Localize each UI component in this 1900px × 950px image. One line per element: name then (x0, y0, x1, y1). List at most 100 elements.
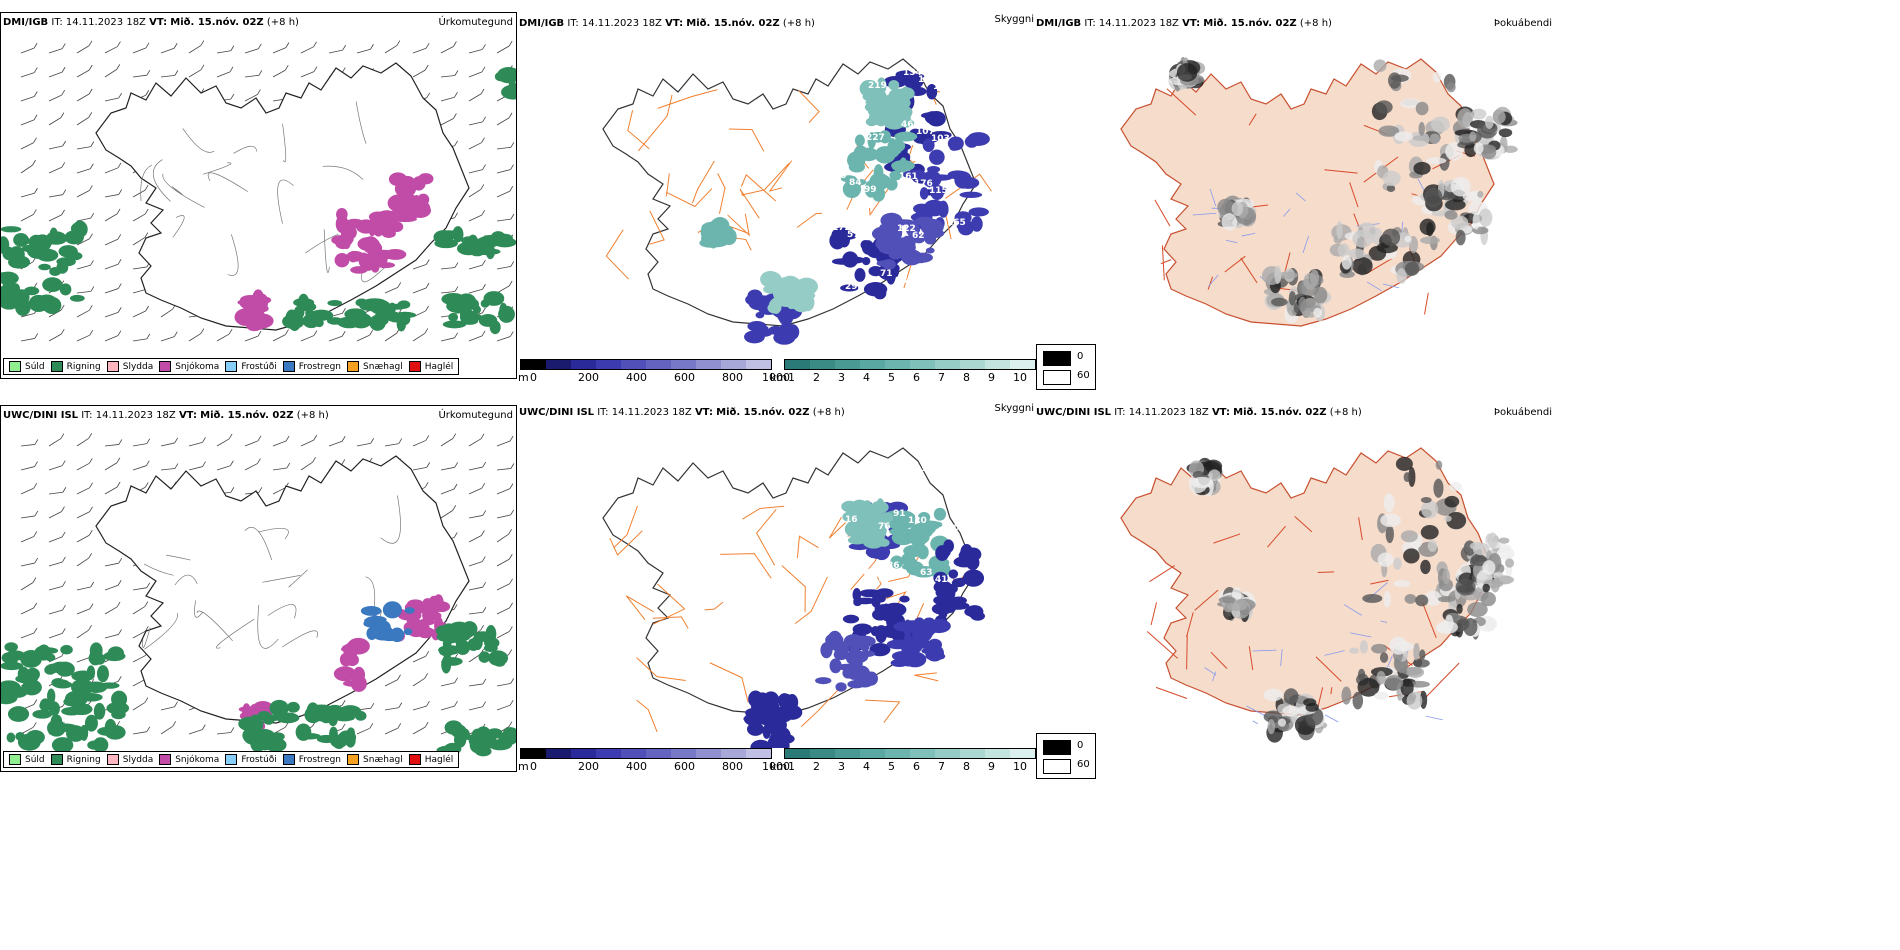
valid-time: Mið. 15.nóv. 02Z (170, 17, 264, 28)
valid-time: Mið. 15.nóv. 02Z (1203, 18, 1297, 29)
legend-label: Snæhagl (363, 754, 403, 765)
legend-label: Snæhagl (363, 361, 403, 372)
legend-swatch (347, 361, 360, 372)
legend-swatch (225, 754, 238, 765)
visibility-tick: 1 (788, 371, 795, 384)
visibility-value: 57 (847, 230, 860, 240)
init-time: 14.11.2023 18Z (611, 407, 692, 418)
visibility-value: 107 (916, 127, 935, 137)
vt-label: VT: (149, 17, 168, 28)
vt-label: VT: (178, 410, 197, 421)
legend-swatch (50, 754, 63, 765)
visibility-tick: 1 (788, 760, 795, 773)
precip-legend: Súld Rigning Slydda Snjókoma Frostúði Frostre… (3, 751, 460, 768)
legend-item: Snæhagl (347, 754, 403, 765)
fog-swatch-high (1043, 351, 1071, 366)
vt-label: VT: (665, 18, 684, 29)
legend-label: Súld (25, 361, 45, 372)
visibility-tick: 6 (913, 760, 920, 773)
visibility-value: 16 (845, 515, 858, 525)
precip-map (1, 40, 516, 342)
visibility-value: 295 (845, 282, 864, 292)
legend-label: Haglél (424, 361, 454, 372)
elevation-tick: 400 (626, 760, 647, 773)
precip-type-panel: UWC/DINI ISL IT: 14.11.2023 18Z VT: Mið.… (0, 405, 517, 772)
fog-areas (1168, 56, 1518, 324)
init-time: 14.11.2023 18Z (1128, 407, 1209, 418)
model-name: UWC/DINI ISL (3, 410, 79, 421)
visibility-value: 136 (933, 82, 952, 92)
visibility-value: 173 (818, 67, 837, 77)
visibility-value: 165 (947, 218, 966, 228)
fog-panel: DMI/IGB IT: 14.11.2023 18Z VT: Mið. 15.n… (1036, 14, 1556, 394)
visibility-value: 140 (941, 523, 960, 533)
panel-title: Skyggni (994, 14, 1034, 25)
elevation-tick: 200 (578, 760, 599, 773)
visibility-value: 98 (895, 276, 908, 286)
panel-title: Þokuábendi (1493, 18, 1552, 29)
it-label: IT: (1114, 407, 1126, 418)
model-name: DMI/IGB (1036, 18, 1082, 29)
elevation-unit: m (518, 760, 529, 773)
iceland-outline-icon (95, 455, 470, 724)
visibility-value: 88 (853, 74, 866, 84)
precip-map (1, 433, 516, 757)
model-name: DMI/IGB (3, 17, 49, 28)
fog-value-low: 60 (1077, 370, 1090, 381)
precip-type-panel: DMI/IGB IT: 14.11.2023 18Z VT: Mið. 15.n… (0, 12, 517, 379)
elevation-tick: 0 (530, 371, 537, 384)
panel-title: Þokuábendi (1493, 407, 1552, 418)
elevation-colorbar (520, 359, 772, 370)
elevation-tick: 800 (722, 371, 743, 384)
lead-time: (+8 h) (266, 17, 299, 28)
legend-label: Haglél (424, 754, 454, 765)
lead-time: (+8 h) (1299, 18, 1332, 29)
visibility-value: 26 (899, 457, 912, 467)
visibility-tick: 10 (1013, 760, 1027, 773)
elevation-colorbar (520, 748, 772, 759)
legend-swatch (282, 361, 295, 372)
it-label: IT: (81, 410, 93, 421)
legend-item: Rigning (50, 361, 101, 372)
visibility-colorbar (784, 359, 1036, 370)
elevation-tick: 400 (626, 371, 647, 384)
visibility-value: 108 (818, 456, 837, 466)
legend-swatch (347, 754, 360, 765)
precip-areas (1, 67, 516, 335)
fog-value-high: 0 (1077, 351, 1084, 362)
fog-swatch-high (1043, 740, 1071, 755)
valid-time: Mið. 15.nóv. 02Z (716, 407, 810, 418)
visibility-tick: 8 (963, 760, 970, 773)
elevation-unit: m (518, 371, 529, 384)
visibility-tick: 3 (838, 371, 845, 384)
visibility-value: 176 (914, 179, 933, 189)
visibility-value: 227 (866, 133, 885, 143)
precip-areas (1, 594, 516, 757)
legend-item: Frostúði (225, 754, 277, 765)
legend-item: Haglél (408, 754, 454, 765)
fog-panel: UWC/DINI ISL IT: 14.11.2023 18Z VT: Mið.… (1036, 403, 1556, 783)
init-time: 14.11.2023 18Z (95, 410, 176, 421)
legend-label: Snjókoma (175, 361, 220, 372)
visibility-tick: 10 (1013, 371, 1027, 384)
valid-time: Mið. 15.nóv. 02Z (1233, 407, 1327, 418)
visibility-value: 252 (851, 126, 870, 136)
fog-legend: 0 60 (1036, 344, 1096, 390)
visibility-value: 70 (824, 560, 837, 570)
elevation-tick: 1000 (762, 371, 790, 384)
visibility-tick: 8 (963, 371, 970, 384)
it-label: IT: (567, 18, 579, 29)
legend-item: Snjókoma (159, 754, 219, 765)
visibility-value: 62 (912, 231, 925, 241)
init-time: 14.11.2023 18Z (65, 17, 146, 28)
legend-swatch (159, 754, 172, 765)
legend-swatch (159, 361, 172, 372)
run-header: UWC/DINI ISL IT: 14.11.2023 18Z VT: Mið.… (1036, 407, 1362, 419)
visibility-tick: 2 (813, 760, 820, 773)
visibility-value: 103 (931, 134, 950, 144)
visibility-panel: DMI/IGB IT: 14.11.2023 18Z VT: Mið. 15.n… (518, 14, 1036, 394)
run-header: DMI/IGB IT: 14.11.2023 18Z VT: Mið. 15.n… (3, 17, 299, 29)
legend-swatch (50, 361, 63, 372)
